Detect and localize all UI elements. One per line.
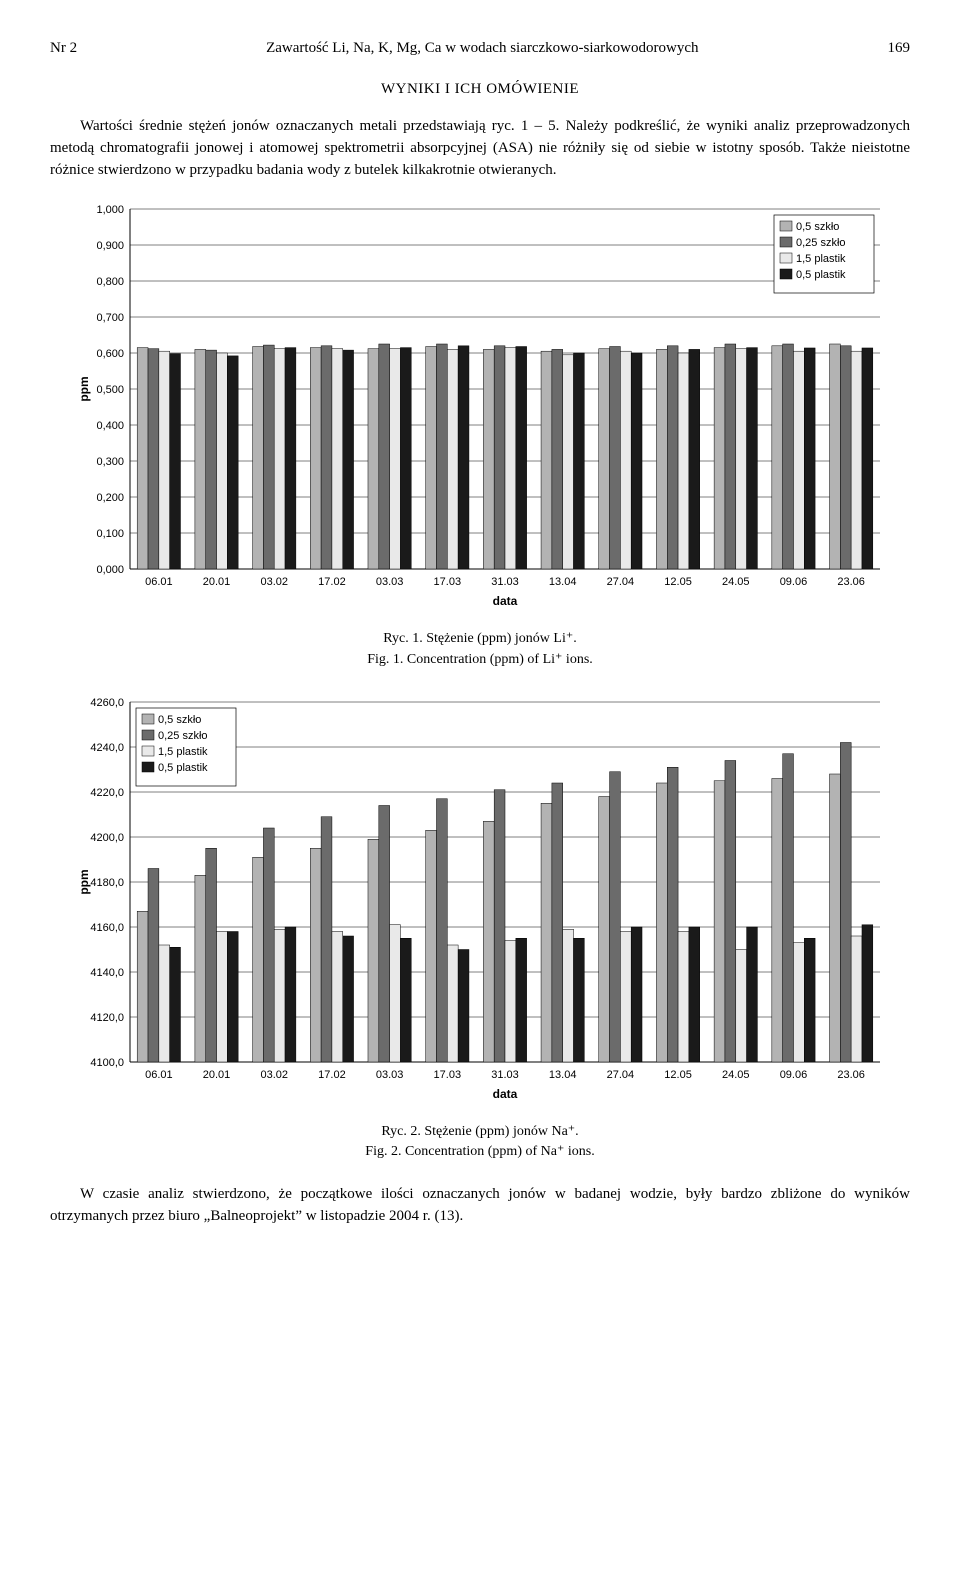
svg-text:4220,0: 4220,0 (90, 787, 124, 799)
svg-text:4240,0: 4240,0 (90, 742, 124, 754)
svg-text:09.06: 09.06 (780, 576, 808, 588)
svg-text:ppm: ppm (77, 377, 91, 402)
svg-text:17.03: 17.03 (434, 576, 462, 588)
svg-text:12.05: 12.05 (664, 1069, 692, 1081)
svg-text:1,5 plastik: 1,5 plastik (158, 746, 208, 758)
svg-text:0,900: 0,900 (96, 240, 124, 252)
svg-text:23.06: 23.06 (837, 1069, 865, 1081)
svg-text:data: data (493, 1087, 518, 1101)
svg-text:17.02: 17.02 (318, 576, 346, 588)
svg-text:06.01: 06.01 (145, 1069, 173, 1081)
svg-text:0,100: 0,100 (96, 528, 124, 540)
chart-li: 0,000 0,100 0,200 0,300 0,400 0,500 0,600 0,700… (50, 199, 910, 619)
svg-text:0,5 szkło: 0,5 szkło (796, 221, 839, 233)
svg-text:0,25 szkło: 0,25 szkło (158, 730, 208, 742)
svg-text:0,300: 0,300 (96, 456, 124, 468)
chart-na-svg: 4100,0 4120,0 4140,0 4160,0 4180,0 4200,0 4220… (70, 692, 890, 1112)
caption-2-pl: Ryc. 2. Stężenie (ppm) jonów Na⁺. (381, 1124, 578, 1139)
svg-text:4260,0: 4260,0 (90, 697, 124, 709)
caption-chart-2: Ryc. 2. Stężenie (ppm) jonów Na⁺. Fig. 2… (50, 1122, 910, 1163)
caption-1-en: Fig. 1. Concentration (ppm) of Li⁺ ions. (367, 652, 593, 667)
svg-text:03.03: 03.03 (376, 576, 404, 588)
issue-number: Nr 2 (50, 40, 77, 57)
svg-text:17.02: 17.02 (318, 1069, 346, 1081)
svg-text:03.02: 03.02 (260, 1069, 288, 1081)
svg-text:27.04: 27.04 (607, 576, 635, 588)
svg-text:0,5 plastik: 0,5 plastik (158, 762, 208, 774)
svg-text:0,000: 0,000 (96, 564, 124, 576)
svg-text:13.04: 13.04 (549, 1069, 577, 1081)
paragraph-intro: Wartości średnie stężeń jonów oznaczanyc… (50, 116, 910, 181)
chart-li-svg: 0,000 0,100 0,200 0,300 0,400 0,500 0,600 0,700… (70, 199, 890, 619)
svg-text:31.03: 31.03 (491, 576, 519, 588)
svg-text:0,5 plastik: 0,5 plastik (796, 269, 846, 281)
svg-text:4180,0: 4180,0 (90, 877, 124, 889)
svg-text:24.05: 24.05 (722, 576, 750, 588)
svg-text:0,400: 0,400 (96, 420, 124, 432)
caption-chart-1: Ryc. 1. Stężenie (ppm) jonów Li⁺. Fig. 1… (50, 629, 910, 670)
caption-2-en: Fig. 2. Concentration (ppm) of Na⁺ ions. (365, 1144, 594, 1159)
chart-na: 4100,0 4120,0 4140,0 4160,0 4180,0 4200,0 4220… (50, 692, 910, 1112)
svg-text:4120,0: 4120,0 (90, 1012, 124, 1024)
svg-text:0,800: 0,800 (96, 276, 124, 288)
svg-text:23.06: 23.06 (837, 576, 865, 588)
svg-text:0,5 szkło: 0,5 szkło (158, 714, 201, 726)
svg-text:0,25 szkło: 0,25 szkło (796, 237, 846, 249)
svg-text:17.03: 17.03 (434, 1069, 462, 1081)
svg-text:4140,0: 4140,0 (90, 967, 124, 979)
svg-text:03.02: 03.02 (260, 576, 288, 588)
svg-text:0,500: 0,500 (96, 384, 124, 396)
svg-text:31.03: 31.03 (491, 1069, 519, 1081)
svg-text:4200,0: 4200,0 (90, 832, 124, 844)
svg-text:24.05: 24.05 (722, 1069, 750, 1081)
svg-text:ppm: ppm (77, 869, 91, 894)
svg-text:0,200: 0,200 (96, 492, 124, 504)
svg-text:4100,0: 4100,0 (90, 1057, 124, 1069)
running-header: Nr 2 Zawartość Li, Na, K, Mg, Ca w wodac… (50, 40, 910, 57)
svg-text:20.01: 20.01 (203, 576, 231, 588)
running-title: Zawartość Li, Na, K, Mg, Ca w wodach sia… (77, 40, 887, 57)
svg-text:4160,0: 4160,0 (90, 922, 124, 934)
svg-text:0,700: 0,700 (96, 312, 124, 324)
svg-text:27.04: 27.04 (607, 1069, 635, 1081)
svg-text:06.01: 06.01 (145, 576, 173, 588)
svg-text:12.05: 12.05 (664, 576, 692, 588)
svg-text:1,000: 1,000 (96, 204, 124, 216)
svg-text:03.03: 03.03 (376, 1069, 404, 1081)
section-heading: WYNIKI I ICH OMÓWIENIE (50, 81, 910, 98)
svg-text:0,600: 0,600 (96, 348, 124, 360)
paragraph-followup: W czasie analiz stwierdzono, że początko… (50, 1184, 910, 1228)
caption-1-pl: Ryc. 1. Stężenie (ppm) jonów Li⁺. (383, 631, 576, 646)
svg-text:1,5 plastik: 1,5 plastik (796, 253, 846, 265)
svg-text:data: data (493, 594, 518, 608)
page-number: 169 (888, 40, 911, 57)
svg-text:09.06: 09.06 (780, 1069, 808, 1081)
svg-text:20.01: 20.01 (203, 1069, 231, 1081)
svg-text:13.04: 13.04 (549, 576, 577, 588)
